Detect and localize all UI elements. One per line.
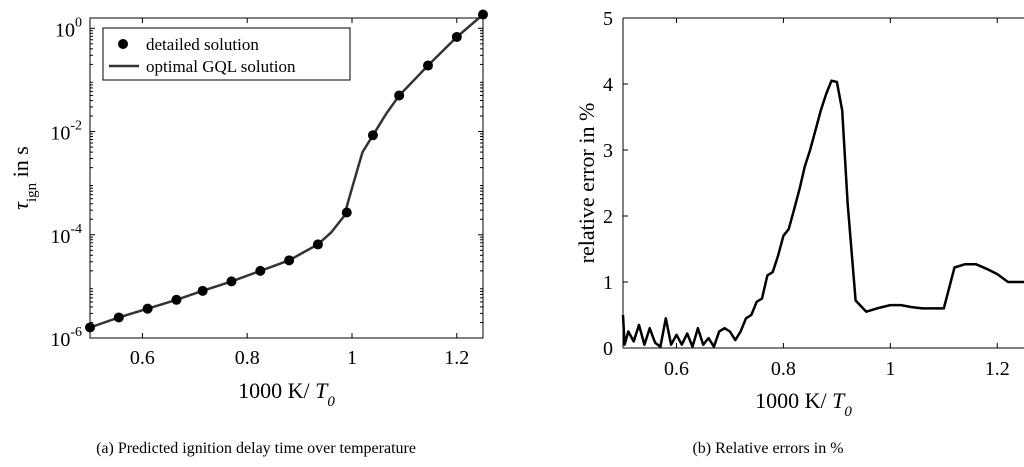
legend-label-detailed: detailed solution [146,35,259,54]
series-detailed-point [341,207,352,218]
x-tick-label: 1.2 [985,358,1010,380]
x-tick-label: 0.6 [664,358,689,380]
series-relative-error-line [621,79,1024,348]
caption-b: (b) Relative errors in % [692,440,844,457]
y-tick-label: 10-2 [50,119,82,145]
y-tick-label: 10-6 [50,325,82,351]
x-tick-label: 1 [885,358,895,380]
legend-box [102,27,351,81]
series-detailed-point [422,60,433,71]
y-tick-label: 4 [603,74,613,96]
chart-ignition-delay: 0.6 0.8 1 1.2 10-6 10-4 10-2 100 detailed soluti… [8,9,488,457]
y-tick-label: 0 [603,338,613,360]
series-detailed-point [255,265,266,276]
legend: detailed solution optimal GQL solution [102,27,351,81]
chart-relative-error: 0.6 0.8 1 1.2 0 1 2 3 4 5 1000 K/ T0 relative error… [512,0,1024,467]
series-detailed-point [284,255,295,266]
chart-relative-error-svg: 0.6 0.8 1 1.2 0 1 2 3 4 5 1000 K/ T0 relative error… [574,8,1024,420]
x-tick-label: 0.8 [235,347,260,369]
series-detailed-point [478,9,488,20]
series-detailed-point [171,294,182,305]
x-tick-label: 0.8 [771,358,796,380]
y-tick-label: 3 [603,140,613,162]
x-tick-label: 0.6 [130,347,155,369]
y-axis-label: τign in s [8,146,40,210]
x-axis-label: 1000 K/ T0 [238,378,335,410]
series-detailed-point [226,276,237,287]
y-tick-label: 100 [55,15,82,41]
x-tick-label: 1.2 [444,347,469,369]
series-detailed-point [312,239,323,250]
y-tick-label: 1 [603,272,613,294]
legend-marker-detailed [118,39,128,49]
x-tick-label: 1 [347,347,357,369]
caption-a: (a) Predicted ignition delay time over t… [96,440,416,457]
series-detailed-point [113,312,124,323]
series-detailed-point [197,285,208,296]
series-detailed-point [142,303,153,314]
series-detailed-point [367,130,378,141]
legend-label-gql: optimal GQL solution [146,57,296,76]
y-tick-label: 2 [603,206,613,228]
series-detailed-point [451,31,462,42]
y-axis-label: relative error in % [574,103,599,264]
series-detailed-point [394,90,405,101]
chart-ignition-delay-svg: 0.6 0.8 1 1.2 10-6 10-4 10-2 100 detailed soluti… [8,9,488,410]
y-tick-label: 10-4 [50,222,82,248]
series-detailed-point [85,322,95,333]
x-axis-label: 1000 K/ T0 [755,388,852,420]
plot-frame [89,17,484,339]
y-tick-label: 5 [603,8,613,30]
